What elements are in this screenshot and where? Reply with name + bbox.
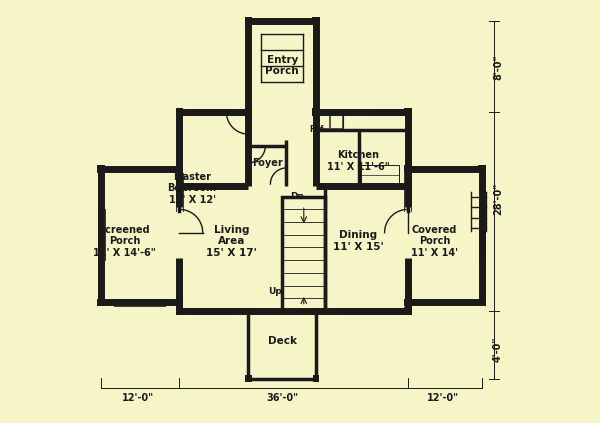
Bar (404, 108, 412, 116)
Bar (404, 307, 412, 315)
Bar (312, 108, 320, 116)
Bar (97, 299, 105, 306)
Bar (313, 375, 319, 382)
Bar (245, 108, 252, 116)
Bar (313, 308, 319, 314)
Text: Dn: Dn (290, 192, 304, 201)
Bar (176, 165, 183, 173)
Bar (312, 17, 320, 25)
Text: Ref.: Ref. (310, 125, 326, 135)
Text: Up: Up (268, 287, 282, 297)
Bar (176, 307, 183, 315)
Bar (282, 197, 325, 311)
Bar (245, 308, 252, 314)
Bar (176, 299, 183, 306)
Text: Kitchen
11' X 11'-6": Kitchen 11' X 11'-6" (327, 150, 390, 172)
Bar (330, 114, 342, 128)
Text: 28'-0": 28'-0" (493, 183, 503, 215)
Text: Covered
Porch
11' X 14': Covered Porch 11' X 14' (411, 225, 458, 258)
Text: Foyer: Foyer (251, 158, 283, 168)
Bar (245, 375, 252, 382)
Bar (317, 112, 343, 129)
Text: Deck: Deck (268, 335, 297, 346)
Text: Screened
Porch
11' X 14'-6": Screened Porch 11' X 14'-6" (93, 225, 156, 258)
Bar (97, 165, 105, 173)
Bar (361, 165, 400, 184)
Text: Living
Area
15' X 17': Living Area 15' X 17' (206, 225, 257, 258)
Text: 4'-0": 4'-0" (493, 336, 503, 362)
Text: 12'-0": 12'-0" (427, 393, 459, 403)
Text: 36'-0": 36'-0" (266, 393, 298, 403)
Bar (318, 114, 329, 128)
Text: Master
Bedroom
11' X 12': Master Bedroom 11' X 12' (167, 172, 217, 205)
Text: 8'-0": 8'-0" (493, 55, 503, 80)
Bar (478, 165, 485, 173)
Bar (404, 299, 412, 306)
Text: Entry
Porch: Entry Porch (265, 55, 299, 77)
Bar (404, 165, 412, 173)
Text: 12'-0": 12'-0" (122, 393, 154, 403)
Bar (245, 17, 252, 25)
Bar (176, 108, 183, 116)
Bar (478, 299, 485, 306)
Text: Dining
11' X 15': Dining 11' X 15' (333, 230, 384, 252)
